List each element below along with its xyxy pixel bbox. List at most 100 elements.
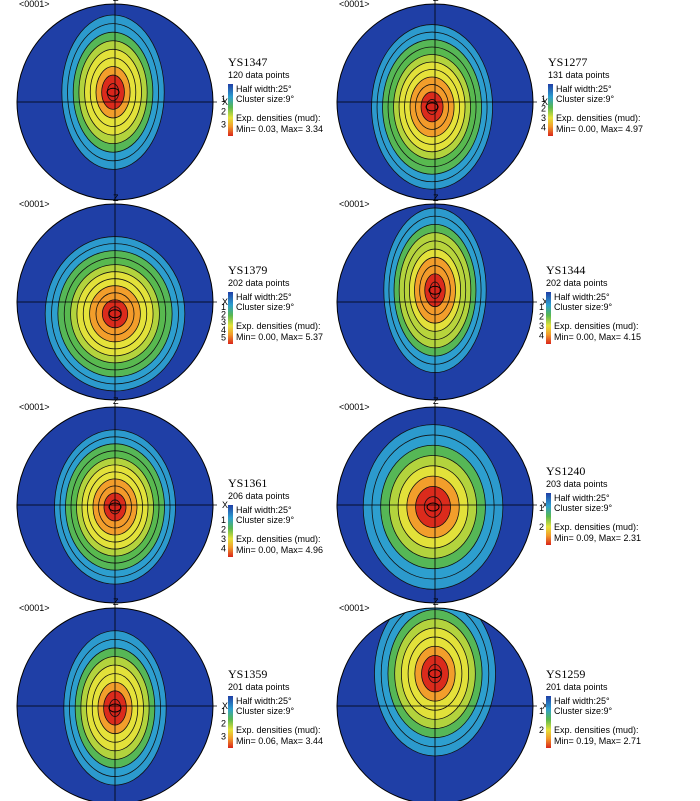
scale-tick-2: 2: [221, 310, 226, 320]
min-max-label: Min= 0.06, Max= 3.44: [236, 736, 323, 746]
scale-tick-4: 4: [221, 325, 226, 335]
z-axis-label: Z: [433, 597, 439, 607]
color-scale-bar: [548, 84, 553, 136]
data-points-label: 120 data points: [228, 70, 290, 80]
scale-tick-2: 2: [539, 522, 544, 532]
cluster-size-label: Cluster size:9°: [556, 94, 615, 104]
density-contours: [371, 24, 493, 190]
pole-label: <0001>: [339, 0, 370, 9]
exp-densities-label: Exp. densities (mud):: [236, 725, 321, 735]
scale-tick-5: 5: [221, 332, 226, 342]
scale-tick-4: 4: [541, 123, 546, 133]
sample-title: YS1379: [228, 263, 267, 277]
exp-densities-label: Exp. densities (mud):: [236, 321, 321, 331]
data-points-label: 201 data points: [228, 682, 290, 692]
peak-marker: [426, 502, 440, 512]
half-width-label: Half width:25°: [554, 292, 610, 302]
scale-tick-2: 2: [539, 312, 544, 322]
scale-tick-2: 2: [221, 719, 226, 729]
scale-tick-2: 2: [539, 725, 544, 735]
pole-label: <0001>: [339, 199, 370, 209]
scale-tick-3: 3: [221, 317, 226, 327]
cluster-size-label: Cluster size:9°: [236, 706, 295, 716]
scale-tick-2: 2: [541, 104, 546, 114]
z-axis-label: Z: [433, 396, 439, 406]
contour-level-7: [423, 496, 443, 518]
half-width-label: Half width:25°: [556, 84, 612, 94]
sample-title: YS1359: [228, 667, 267, 681]
scale-tick-2: 2: [221, 525, 226, 535]
data-points-label: 201 data points: [546, 682, 608, 692]
x-axis-label: X: [222, 701, 228, 711]
x-axis-label: X: [542, 97, 548, 107]
contour-level-8: [106, 83, 120, 102]
scale-tick-1: 1: [221, 706, 226, 716]
density-contours: [61, 14, 165, 170]
scale-tick-1: 1: [539, 503, 544, 513]
sample-title: YS1344: [546, 263, 585, 277]
scale-tick-3: 3: [539, 321, 544, 331]
half-width-label: Half width:25°: [236, 84, 292, 94]
min-max-label: Min= 0.00, Max= 5.37: [236, 332, 323, 342]
z-axis-label: Z: [433, 193, 439, 203]
exp-densities-label: Exp. densities (mud):: [236, 534, 321, 544]
x-axis-label: X: [542, 297, 548, 307]
exp-densities-label: Exp. densities (mud):: [554, 321, 639, 331]
min-max-label: Min= 0.00, Max= 4.15: [554, 332, 641, 342]
cluster-size-label: Cluster size:9°: [554, 503, 613, 513]
exp-densities-label: Exp. densities (mud):: [556, 113, 641, 123]
half-width-label: Half width:25°: [554, 696, 610, 706]
pole-label: <0001>: [19, 0, 50, 9]
z-axis-label: Z: [113, 0, 119, 3]
x-axis-label: X: [222, 97, 228, 107]
data-points-label: 206 data points: [228, 491, 290, 501]
sample-title: YS1347: [228, 55, 267, 69]
exp-densities-label: Exp. densities (mud):: [554, 522, 639, 532]
half-width-label: Half width:25°: [554, 493, 610, 503]
cluster-size-label: Cluster size:9°: [236, 302, 295, 312]
scale-tick-1: 1: [221, 94, 226, 104]
peak-marker: [106, 87, 120, 97]
scale-tick-3: 3: [541, 113, 546, 123]
pole-label: <0001>: [339, 603, 370, 613]
scale-tick-1: 1: [541, 94, 546, 104]
min-max-label: Min= 0.00, Max= 4.96: [236, 545, 323, 555]
scale-tick-2: 2: [221, 107, 226, 117]
x-axis-label: X: [542, 500, 548, 510]
x-axis-label: X: [222, 500, 228, 510]
min-max-label: Min= 0.19, Max= 2.71: [554, 736, 641, 746]
cluster-size-label: Cluster size:9°: [236, 515, 295, 525]
sample-title: YS1361: [228, 476, 267, 490]
scale-tick-1: 1: [221, 302, 226, 312]
exp-densities-label: Exp. densities (mud):: [554, 725, 639, 735]
z-axis-label: Z: [113, 396, 119, 406]
scale-tick-1: 1: [539, 706, 544, 716]
scale-tick-3: 3: [221, 534, 226, 544]
scale-tick-3: 3: [221, 119, 226, 129]
color-scale-bar: [546, 493, 551, 545]
color-scale-bar: [228, 292, 233, 344]
min-max-label: Min= 0.03, Max= 3.34: [236, 124, 323, 134]
scale-tick-3: 3: [221, 731, 226, 741]
x-axis-label: X: [222, 297, 228, 307]
color-scale-bar: [228, 696, 233, 748]
x-axis-label: X: [542, 701, 548, 711]
pole-label: <0001>: [19, 603, 50, 613]
scale-tick-1: 1: [221, 515, 226, 525]
scale-tick-4: 4: [221, 544, 226, 554]
pole-label: <0001>: [19, 199, 50, 209]
sample-title: YS1277: [548, 55, 587, 69]
min-max-label: Min= 0.09, Max= 2.31: [554, 533, 641, 543]
density-contours: [362, 424, 504, 590]
half-width-label: Half width:25°: [236, 292, 292, 302]
peak-marker: [425, 102, 439, 112]
scale-tick-1: 1: [539, 302, 544, 312]
